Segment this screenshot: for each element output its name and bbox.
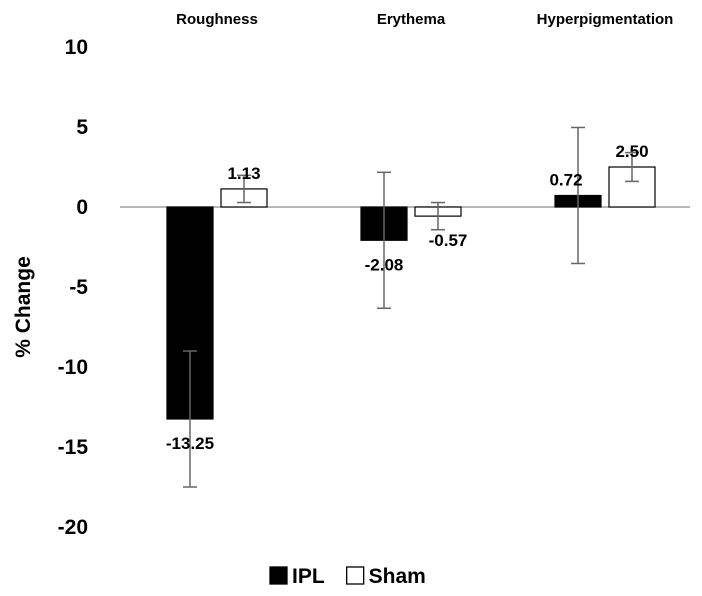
bar-sham-hyperpigmentation bbox=[608, 166, 656, 208]
error-bar-ipl-erythema bbox=[377, 171, 391, 310]
data-label-ipl-roughness: -13.25 bbox=[166, 434, 214, 453]
error-bar-sham-roughness bbox=[237, 174, 251, 204]
error-bar-sham-hyperpigmentation bbox=[625, 151, 639, 183]
data-label-sham-erythema: -0.57 bbox=[429, 231, 468, 250]
legend: IPL Sham bbox=[269, 565, 426, 588]
y-axis-title: % Change bbox=[12, 256, 35, 358]
legend-swatch-ipl bbox=[269, 566, 288, 585]
y-tick-label: -10 bbox=[58, 356, 88, 379]
data-label-sham-roughness: 1.13 bbox=[227, 164, 260, 183]
y-tick-label: 5 bbox=[76, 116, 88, 139]
category-label-erythema: Erythema bbox=[377, 11, 446, 28]
y-axis-tick-labels: 10 5 0 -5 -10 -15 -20 bbox=[58, 36, 89, 539]
category-label-roughness: Roughness bbox=[176, 11, 258, 28]
legend-label-ipl: IPL bbox=[292, 565, 325, 588]
data-label-ipl-hyperpigmentation: 0.72 bbox=[549, 170, 582, 189]
data-labels: -13.25 -2.08 0.72 1.13 -0.57 2.50 bbox=[166, 142, 649, 453]
bars bbox=[166, 166, 656, 420]
error-bar-ipl-roughness bbox=[183, 350, 197, 488]
category-labels: Roughness Erythema Hyperpigmentation bbox=[176, 11, 673, 28]
error-bar-sham-erythema bbox=[431, 201, 445, 231]
category-label-hyperpigmentation: Hyperpigmentation bbox=[537, 11, 674, 28]
y-tick-label: -15 bbox=[58, 436, 89, 459]
y-tick-label: 10 bbox=[65, 36, 88, 59]
legend-swatch-sham bbox=[346, 566, 365, 585]
legend-label-sham: Sham bbox=[369, 565, 426, 588]
y-tick-label: 0 bbox=[76, 196, 88, 219]
data-label-sham-hyperpigmentation: 2.50 bbox=[615, 142, 648, 161]
y-tick-label: -20 bbox=[58, 516, 88, 539]
error-bar-ipl-hyperpigmentation bbox=[571, 126, 585, 265]
data-label-ipl-erythema: -2.08 bbox=[365, 255, 404, 274]
error-bars bbox=[183, 126, 639, 488]
y-tick-label: -5 bbox=[69, 276, 88, 299]
